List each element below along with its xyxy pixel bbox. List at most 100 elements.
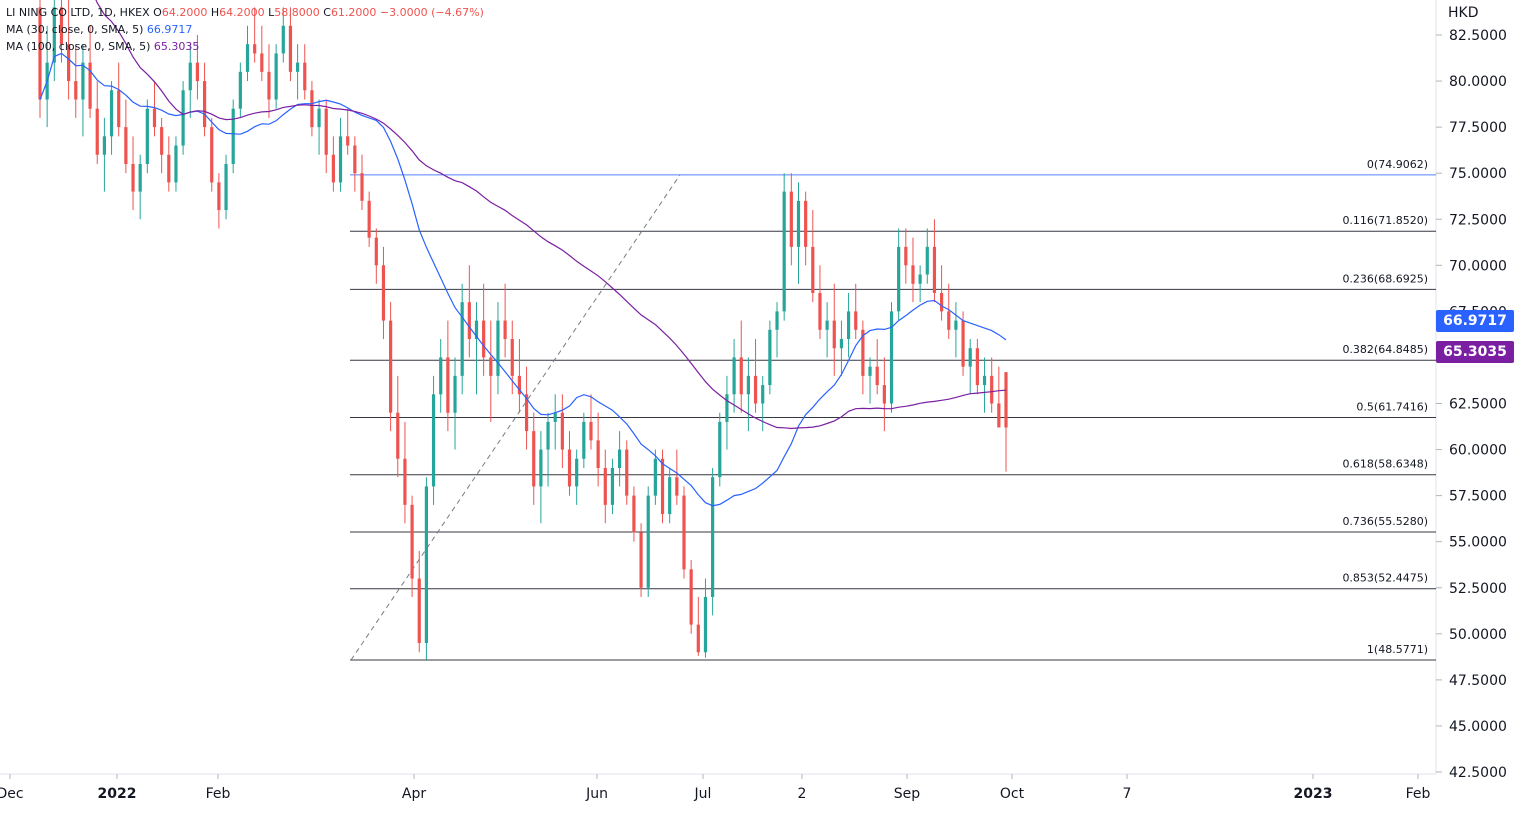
candle-body [703, 596, 708, 653]
y-tick-label: 55.0000 [1449, 535, 1507, 551]
candle-body [610, 467, 615, 505]
candle-body [825, 320, 829, 330]
candle-body [467, 302, 471, 340]
candle-body [403, 458, 407, 505]
candle-body [575, 458, 579, 487]
high-value: 64.2000 [219, 6, 265, 19]
candles [38, 0, 1008, 660]
x-tick-label: Sep [894, 786, 921, 802]
candle-body [646, 495, 650, 588]
candle-body [131, 163, 135, 192]
candle-body [818, 292, 822, 330]
candle-body [846, 311, 851, 340]
fib-level-label: 0.853(52.4475) [1342, 572, 1428, 585]
fib-level-label: 0.736(55.5280) [1342, 515, 1428, 528]
candle-body [660, 458, 665, 515]
candle-body [653, 458, 657, 496]
candle-body [854, 311, 858, 330]
moving-averages [39, 0, 1007, 507]
candle-body [789, 191, 793, 247]
candle-body [353, 145, 357, 174]
candle-body [389, 320, 393, 413]
fib-level-label: 0.116(71.8520) [1342, 214, 1428, 227]
candle-body [474, 320, 479, 340]
candle-body [882, 385, 886, 404]
candle-body [875, 366, 879, 386]
candle-body [782, 191, 786, 312]
candle-body [682, 495, 686, 570]
candle-body [954, 320, 958, 330]
candle-body [796, 200, 801, 247]
candle-body [124, 127, 128, 164]
fib-level-label: 0.5(61.7416) [1356, 400, 1428, 413]
candle-body [632, 495, 636, 533]
candle-body [718, 421, 722, 478]
candle-body [668, 477, 672, 515]
ma100-value: 65.3035 [153, 40, 200, 53]
candle-body [296, 62, 300, 72]
candle-body [167, 154, 171, 183]
candle-body [160, 127, 164, 155]
fib-level-label: 0.382(64.8485) [1342, 343, 1428, 356]
y-tick-label: 82.5000 [1449, 28, 1507, 44]
candle-body [367, 200, 371, 238]
candle-body [732, 357, 736, 395]
candle-body [202, 81, 207, 128]
fibonacci-retracement: 0(74.9062) 0.116(71.8520) 0.236(68.6925) 0.… [350, 158, 1436, 661]
symbol-row: LI NING CO LTD, 1D, HKEX O64.2000 H64.20… [6, 4, 484, 21]
candle-body [410, 504, 414, 579]
candle-body [503, 320, 507, 340]
candle-body [990, 375, 994, 404]
ma100-row[interactable]: MA (100, close, 0, SMA, 5) 65.3035 [6, 38, 484, 55]
candle-body [210, 127, 214, 183]
y-tick-label: 72.5000 [1449, 212, 1507, 228]
candle-body [482, 320, 486, 358]
y-tick-label: 47.5000 [1449, 673, 1507, 689]
candle-body [59, 7, 64, 45]
chart-legend: LI NING CO LTD, 1D, HKEX O64.2000 H64.20… [6, 4, 484, 55]
candle-body [260, 53, 264, 72]
open-value: 64.2000 [161, 6, 208, 19]
candle-body [496, 320, 500, 376]
ma100-price-badge: 65.3035 [1436, 340, 1514, 363]
x-tick-label: Jun [585, 786, 608, 802]
candle-body [768, 329, 772, 386]
candle-body [253, 44, 257, 54]
candle-body [338, 136, 343, 183]
candle-body [489, 357, 493, 376]
ma100-label: MA (100, close, 0, SMA, 5) [6, 40, 151, 53]
candle-body [897, 246, 901, 312]
y-tick-label: 57.5000 [1449, 489, 1507, 505]
candle-body [109, 90, 114, 137]
high-label: H [210, 6, 220, 19]
low-value: 58.8000 [274, 6, 320, 19]
close-value: 61.2000 [330, 6, 377, 19]
candle-body [711, 477, 715, 597]
candle-body [911, 265, 915, 284]
candle-body [446, 357, 450, 413]
grid [0, 0, 1437, 775]
ma30-row[interactable]: MA (30, close, 0, SMA, 5) 66.9717 [6, 21, 484, 38]
candle-body [639, 532, 643, 588]
candle-body [145, 108, 149, 164]
y-tick-label: 52.5000 [1449, 581, 1507, 597]
x-tick-label: 2023 [1294, 786, 1333, 802]
candle-body [889, 311, 894, 404]
candle-body [310, 90, 314, 128]
x-tick-label: Oct [1000, 786, 1025, 802]
x-tick-label: 2 [798, 786, 807, 802]
symbol-label: LI NING CO LTD, 1D, HKEX [6, 6, 150, 19]
candle-body [331, 154, 335, 183]
candle-body [217, 182, 221, 211]
candle-body [181, 90, 185, 146]
ma100-line [95, 0, 1007, 430]
candle-body [539, 449, 543, 487]
y-tick-label: 42.5000 [1449, 765, 1507, 781]
candle-body [832, 320, 836, 349]
y-tick-label: 77.5000 [1449, 120, 1507, 136]
fib-level-label: 0.618(58.6348) [1342, 458, 1428, 471]
candle-body [38, 7, 42, 100]
candle-body [81, 62, 85, 100]
